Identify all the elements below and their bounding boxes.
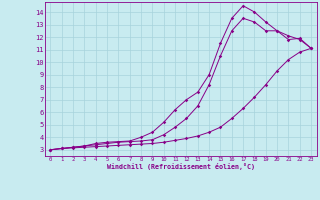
X-axis label: Windchill (Refroidissement éolien,°C): Windchill (Refroidissement éolien,°C) — [107, 163, 255, 170]
